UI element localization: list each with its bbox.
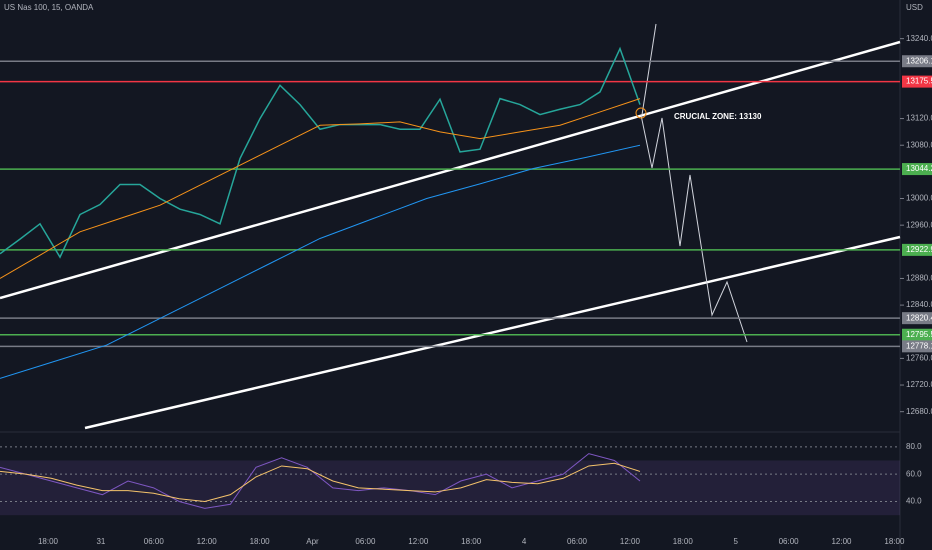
rsi-tick-label: 80.0 xyxy=(906,442,922,451)
x-tick-label: 06:00 xyxy=(355,537,376,546)
level-tag xyxy=(902,163,932,176)
level-label: 12795.5 xyxy=(906,330,932,339)
x-tick-label: 18:00 xyxy=(673,537,694,546)
x-tick-label: 06:00 xyxy=(567,537,588,546)
x-tick-label: 18:00 xyxy=(38,537,59,546)
x-tick-label: 06:00 xyxy=(144,537,165,546)
level-tag xyxy=(902,328,932,341)
y-tick-label: 12840.0 xyxy=(906,300,932,309)
level-tag xyxy=(902,55,932,68)
level-label: 13206.1 xyxy=(906,56,932,65)
x-tick-label: 18:00 xyxy=(250,537,271,546)
rsi-line xyxy=(0,453,641,509)
y-tick-label: 12680.0 xyxy=(906,407,932,416)
x-tick-label: 12:00 xyxy=(197,537,218,546)
annotation-box xyxy=(670,110,740,123)
zone-marker xyxy=(635,107,647,119)
rsi-tick-label: 40.0 xyxy=(906,497,922,506)
y-tick-label: 12880.0 xyxy=(906,274,932,283)
y-tick-label: 12760.0 xyxy=(906,353,932,362)
x-tick-label: 12:00 xyxy=(831,537,852,546)
price-line xyxy=(0,144,641,379)
x-tick-label: Apr xyxy=(306,537,319,546)
level-tag xyxy=(902,340,932,353)
y-tick-label: 13120.0 xyxy=(906,114,932,123)
rsi-line xyxy=(0,462,641,503)
level-tag xyxy=(902,75,932,88)
level-label: 12820.4 xyxy=(906,313,932,322)
x-tick-label: 5 xyxy=(733,537,738,546)
rsi-tick-label: 60.0 xyxy=(906,469,922,478)
symbol: US Nas 100, 15, OANDA xyxy=(4,3,94,12)
x-tick-label: 18:00 xyxy=(884,537,905,546)
price-line xyxy=(0,46,641,259)
trend-line xyxy=(0,40,901,300)
y-tick-label: 13240.0 xyxy=(906,34,932,43)
y-tick-label: 12720.0 xyxy=(906,380,932,389)
rsi-band xyxy=(0,460,900,516)
level-tag xyxy=(902,312,932,325)
level-label: 13175.5 xyxy=(906,77,932,86)
projection-path xyxy=(641,23,657,116)
x-tick-label: 18:00 xyxy=(461,537,482,546)
level-label: 12922.9 xyxy=(906,245,932,254)
x-tick-label: 06:00 xyxy=(779,537,800,546)
projection-path xyxy=(640,114,748,343)
x-tick-label: 12:00 xyxy=(408,537,429,546)
y-tick-label: 12960.0 xyxy=(906,220,932,229)
x-tick-label: 31 xyxy=(96,537,105,546)
x-tick-label: 4 xyxy=(522,537,527,546)
level-tag xyxy=(902,243,932,256)
x-tick-label: 12:00 xyxy=(620,537,641,546)
annotation: CRUCIAL ZONE: 13130 xyxy=(674,112,762,121)
price-line xyxy=(0,98,641,279)
level-label: 12778.1 xyxy=(906,341,932,350)
currency: USD xyxy=(906,3,923,12)
level-label: 13044.2 xyxy=(906,164,932,173)
y-tick-label: 13000.0 xyxy=(906,194,932,203)
trend-line xyxy=(84,235,901,430)
y-tick-label: 13080.0 xyxy=(906,140,932,149)
